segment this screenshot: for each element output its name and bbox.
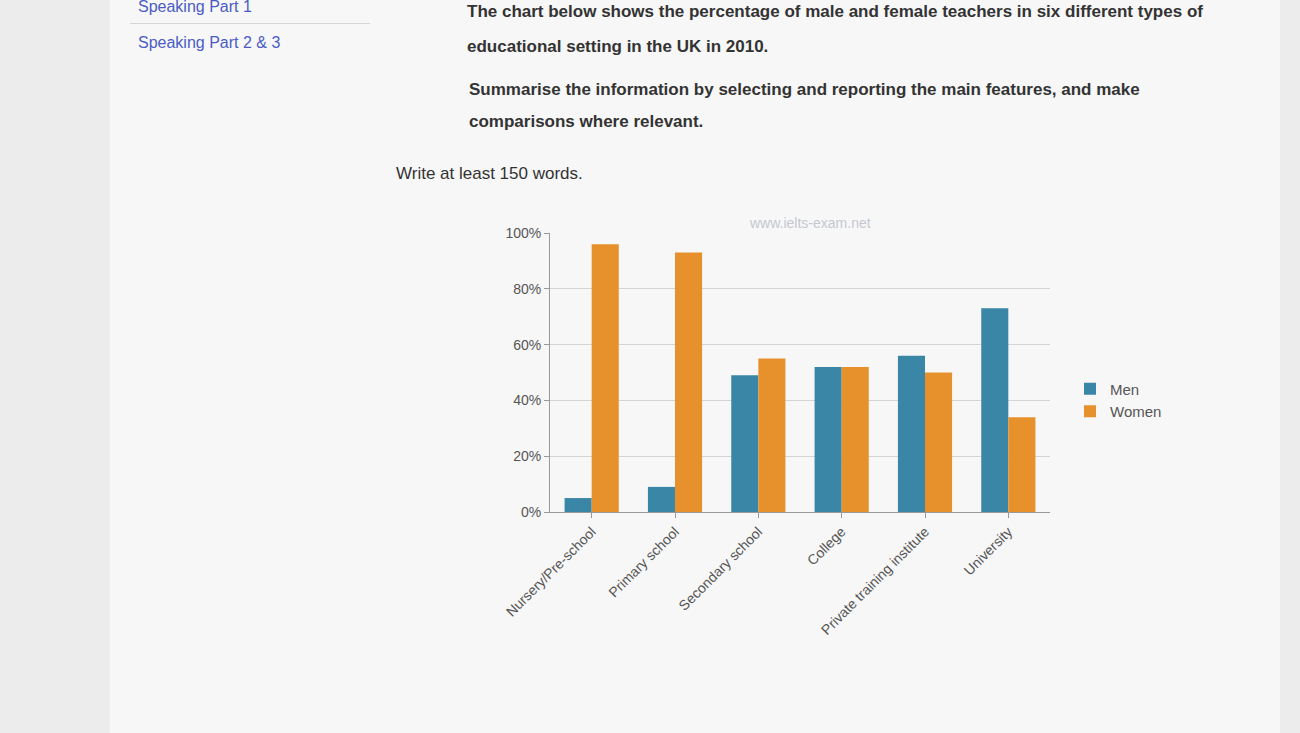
html-text:The chart below shows the perc: The chart below shows the percentage of …: [467, 2, 1203, 56]
svg-text:University: University: [961, 524, 1016, 579]
svg-text:Men: Men: [1110, 381, 1139, 398]
svg-text:0%: 0%: [521, 504, 541, 520]
svg-text:Private training institute: Private training institute: [818, 523, 932, 637]
svg-text:20%: 20%: [513, 448, 541, 464]
svg-text:40%: 40%: [513, 392, 541, 408]
html-text:Speaking Part 2 & 3: Speaking Part 2 & 3: [138, 34, 281, 51]
svg-text:60%: 60%: [513, 337, 541, 353]
svg-text:Nursery/Pre-school: Nursery/Pre-school: [503, 524, 599, 620]
svg-text:Women: Women: [1110, 403, 1161, 420]
svg-text:100%: 100%: [505, 225, 541, 241]
svg-text:College: College: [804, 523, 849, 568]
svg-text:Secondary school: Secondary school: [675, 524, 765, 614]
svg-text:80%: 80%: [513, 281, 541, 297]
svg-text:Primary school: Primary school: [605, 524, 682, 601]
html-text:Write at least 150 words.: Write at least 150 words.: [396, 164, 583, 183]
html-text:Summarise the information by s: Summarise the information by selecting a…: [469, 80, 1140, 131]
svg-text:www.ielts-exam.net: www.ielts-exam.net: [749, 215, 871, 231]
